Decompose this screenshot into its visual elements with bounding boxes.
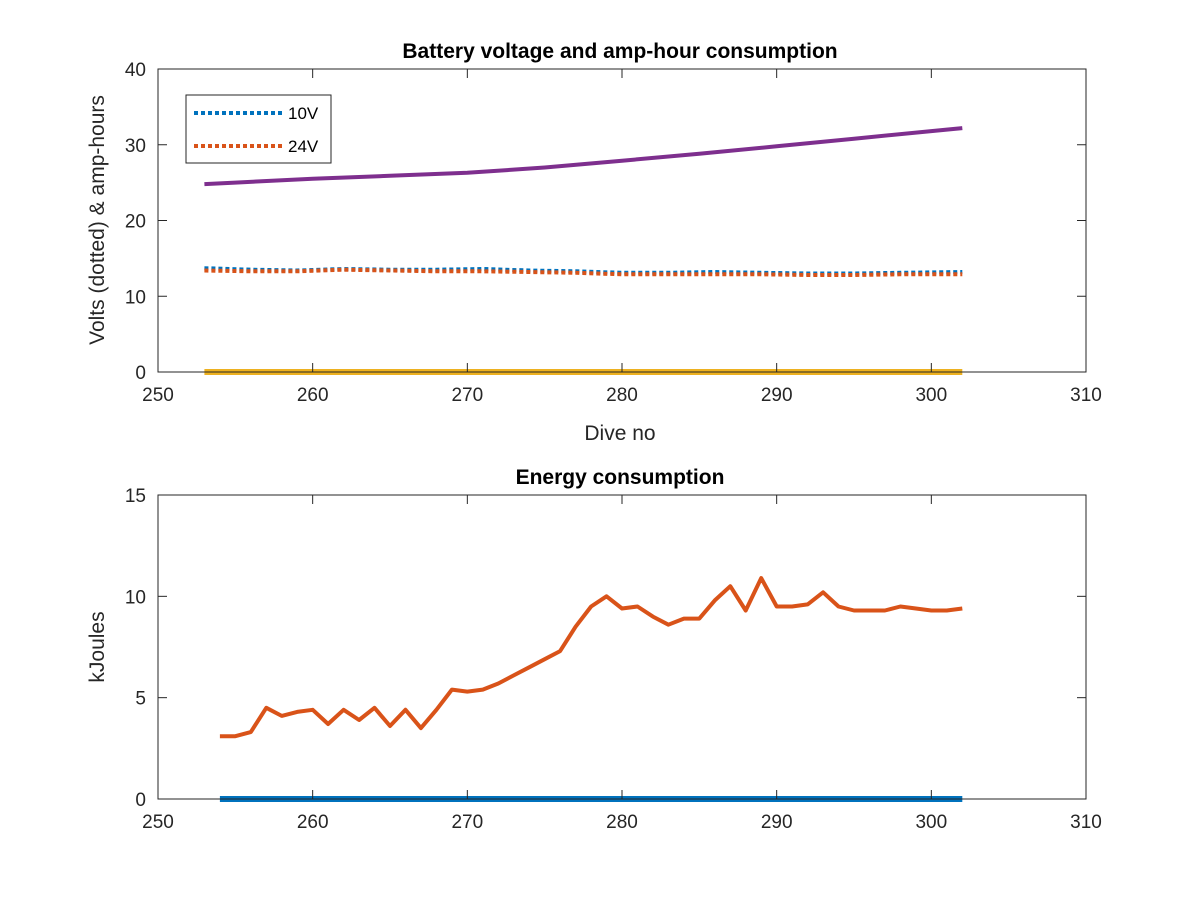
chart-title-battery: Battery voltage and amp-hour consumption: [402, 40, 837, 63]
x-axis-label-battery: Dive no: [584, 422, 655, 445]
legend: 10V 24V: [185, 94, 332, 164]
subplot-battery: Battery voltage and amp-hour consumption…: [86, 40, 1102, 445]
x-tick-label: 290: [761, 812, 793, 833]
series-line-battery-1: [204, 267, 963, 277]
y-tick-label: 10: [125, 287, 146, 308]
y-tick-label: 0: [135, 363, 146, 384]
legend-box: [185, 94, 332, 164]
legend-label-10v: 10V: [288, 104, 319, 123]
x-tick-label: 260: [297, 385, 329, 406]
x-tick-label: 260: [297, 812, 329, 833]
y-tick-label: 20: [125, 212, 146, 233]
y-tick-label: 0: [135, 790, 146, 811]
y-tick-label: 10: [125, 587, 146, 608]
x-tick-label: 300: [915, 812, 947, 833]
legend-label-24v: 24V: [288, 137, 319, 156]
y-tick-label: 15: [125, 486, 146, 507]
chart-title-energy: Energy consumption: [516, 466, 725, 489]
x-tick-label: 270: [451, 385, 483, 406]
series-line-energy-0: [219, 576, 963, 739]
x-tick-label: 250: [142, 812, 174, 833]
ticks-battery: 250 260 270 280 290 300 310 0 10 20 30 40: [125, 60, 1102, 406]
series-layer-battery: [204, 126, 963, 375]
y-tick-label: 40: [125, 60, 146, 81]
y-tick-label: 30: [125, 136, 146, 157]
x-tick-label: 310: [1070, 385, 1102, 406]
x-tick-label: 290: [761, 385, 793, 406]
ticks-energy: 250 260 270 280 290 300 310 0 5 10 15: [125, 486, 1102, 833]
series-layer-energy: [219, 576, 963, 802]
series-line-battery-2: [204, 126, 963, 187]
x-tick-label: 250: [142, 385, 174, 406]
x-tick-label: 270: [451, 812, 483, 833]
x-tick-label: 280: [606, 812, 638, 833]
axes-box-energy: [157, 494, 1087, 800]
x-tick-label: 310: [1070, 812, 1102, 833]
x-tick-label: 300: [915, 385, 947, 406]
x-tick-label: 280: [606, 385, 638, 406]
y-tick-label: 5: [135, 689, 146, 710]
y-axis-label-battery: Volts (dotted) & amp-hours: [86, 95, 109, 345]
subplot-energy: Energy consumption 250 260 270 280 290 300 310…: [86, 466, 1102, 833]
y-axis-label-energy: kJoules: [86, 611, 109, 682]
